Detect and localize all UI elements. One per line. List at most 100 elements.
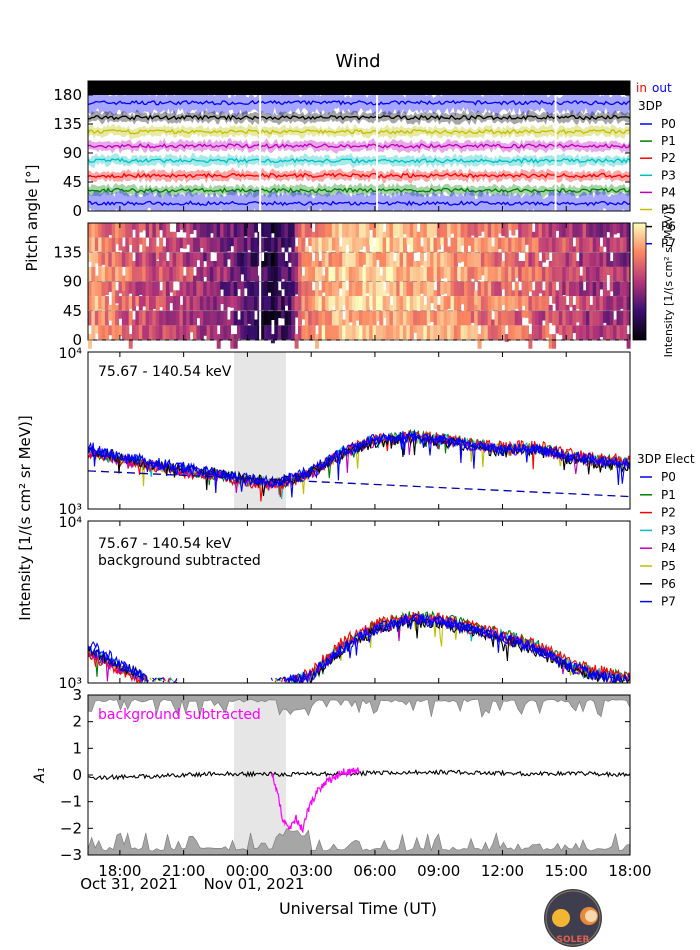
heatmap-cell — [372, 310, 377, 326]
heatmap-cell — [270, 334, 275, 344]
heatmap-cell — [545, 252, 550, 260]
heatmap-cell — [396, 325, 401, 340]
heatmap-cell — [233, 266, 238, 282]
heatmap-cell — [474, 325, 479, 340]
heatmap-cell — [352, 310, 357, 326]
heatmap-cell — [575, 325, 580, 340]
heatmap-cell — [199, 237, 204, 248]
heatmap-cell — [101, 223, 106, 238]
legend-intensity: P0 P1 P2 P3 P4 P5 P6 P7 — [640, 470, 676, 609]
heatmap-cell — [467, 310, 472, 326]
heatmap-cell — [423, 237, 428, 253]
ytick-label: 0 — [72, 331, 82, 349]
ytick-label: −1 — [60, 793, 82, 811]
heatmap-cell — [328, 237, 333, 253]
heatmap-cell — [328, 325, 333, 340]
heatmap-cell — [277, 310, 282, 319]
heatmap-cell — [274, 296, 279, 311]
heatmap-cell — [413, 310, 418, 326]
heatmap-cell — [298, 266, 302, 282]
heatmap-cell — [589, 237, 594, 253]
heatmap-cell — [572, 325, 577, 334]
heatmap-cell — [142, 281, 147, 297]
panel4-ytick-top: 10⁴ — [59, 515, 83, 531]
heatmap-cell — [287, 237, 292, 248]
heatmap-cell — [104, 237, 109, 253]
heatmap-cell — [223, 223, 228, 238]
heatmap-cell — [528, 252, 533, 267]
heatmap-cell — [182, 223, 187, 233]
heatmap-cell — [115, 266, 120, 282]
heatmap-cell — [98, 223, 103, 238]
heatmap-cell — [304, 310, 309, 326]
legend-label-p1: P1 — [661, 134, 676, 148]
heatmap-cell — [436, 281, 441, 297]
heatmap-cell — [457, 237, 462, 253]
heatmap-cell — [582, 310, 587, 326]
heatmap-cell — [165, 266, 170, 282]
heatmap-cell — [392, 310, 397, 326]
heatmap-cell — [287, 325, 292, 340]
heatmap-cell — [281, 237, 286, 248]
heatmap-cell — [626, 252, 631, 267]
heatmap-cell — [240, 310, 245, 326]
heatmap-cell — [209, 266, 214, 282]
heatmap-cell — [606, 325, 611, 340]
heatmap-cell — [409, 223, 414, 238]
heatmap-cell — [487, 310, 492, 326]
heatmap-cell — [325, 281, 330, 297]
heatmap-cell — [399, 281, 404, 297]
heatmap-cell — [348, 296, 353, 311]
heatmap-cell — [592, 310, 597, 326]
heatmap-cell — [338, 281, 343, 289]
heatmap-cell — [209, 237, 214, 253]
heatmap-cell — [382, 237, 387, 253]
heatmap-cell — [291, 266, 296, 282]
heatmap-cell — [484, 281, 489, 297]
heatmap-cell — [440, 252, 445, 267]
heatmap-cell — [606, 266, 611, 275]
heatmap-cell — [260, 325, 265, 340]
heatmap-cell — [321, 237, 326, 253]
anisotropy-panel: −3 −2 −1 0 1 2 3 background subtracted A₁ — [32, 686, 631, 864]
heatmap-cell — [193, 237, 197, 253]
heatmap-cell — [104, 252, 109, 267]
heatmap-cell — [233, 252, 238, 267]
heatmap-cell — [552, 334, 557, 349]
heatmap-cell — [616, 237, 621, 253]
heatmap-cell — [88, 266, 92, 282]
heatmap-cell — [579, 296, 584, 311]
heatmap-cell — [145, 296, 150, 311]
heatmap-cell — [247, 310, 252, 324]
heatmap-cell — [450, 325, 455, 340]
heatmap-cell — [203, 325, 208, 336]
heatmap-cell — [541, 223, 546, 238]
heatmap-cell — [152, 266, 157, 282]
heatmap-cell — [541, 310, 546, 321]
heatmap-cell — [250, 223, 255, 238]
heatmap-cell — [352, 223, 357, 238]
heatmap-cell — [315, 334, 319, 349]
heatmap-cell — [274, 252, 279, 267]
heatmap-cell — [304, 281, 309, 297]
heatmap-cell — [254, 252, 258, 267]
heatmap-cell — [237, 296, 242, 311]
heatmap-cell — [115, 223, 120, 238]
heatmap-cell — [308, 325, 313, 340]
heatmap-cell — [558, 310, 563, 326]
anisotropy-bgsub-line — [270, 767, 361, 834]
heatmap-cell — [365, 266, 370, 282]
heatmap-cell — [355, 223, 360, 238]
heatmap-cell — [450, 252, 455, 267]
heatmap-cell — [609, 281, 614, 292]
heatmap-cell — [135, 237, 140, 253]
heatmap-cell — [504, 223, 509, 238]
legend-label-p5: P5 — [661, 559, 676, 573]
heatmap-cell — [416, 310, 421, 326]
heatmap-cell — [233, 223, 238, 238]
in-out-bar — [88, 81, 630, 95]
heatmap-cell — [101, 237, 106, 253]
xtick-label: 00:00 — [226, 862, 269, 880]
heatmap-cell — [176, 325, 181, 340]
heatmap-cell — [525, 266, 529, 282]
